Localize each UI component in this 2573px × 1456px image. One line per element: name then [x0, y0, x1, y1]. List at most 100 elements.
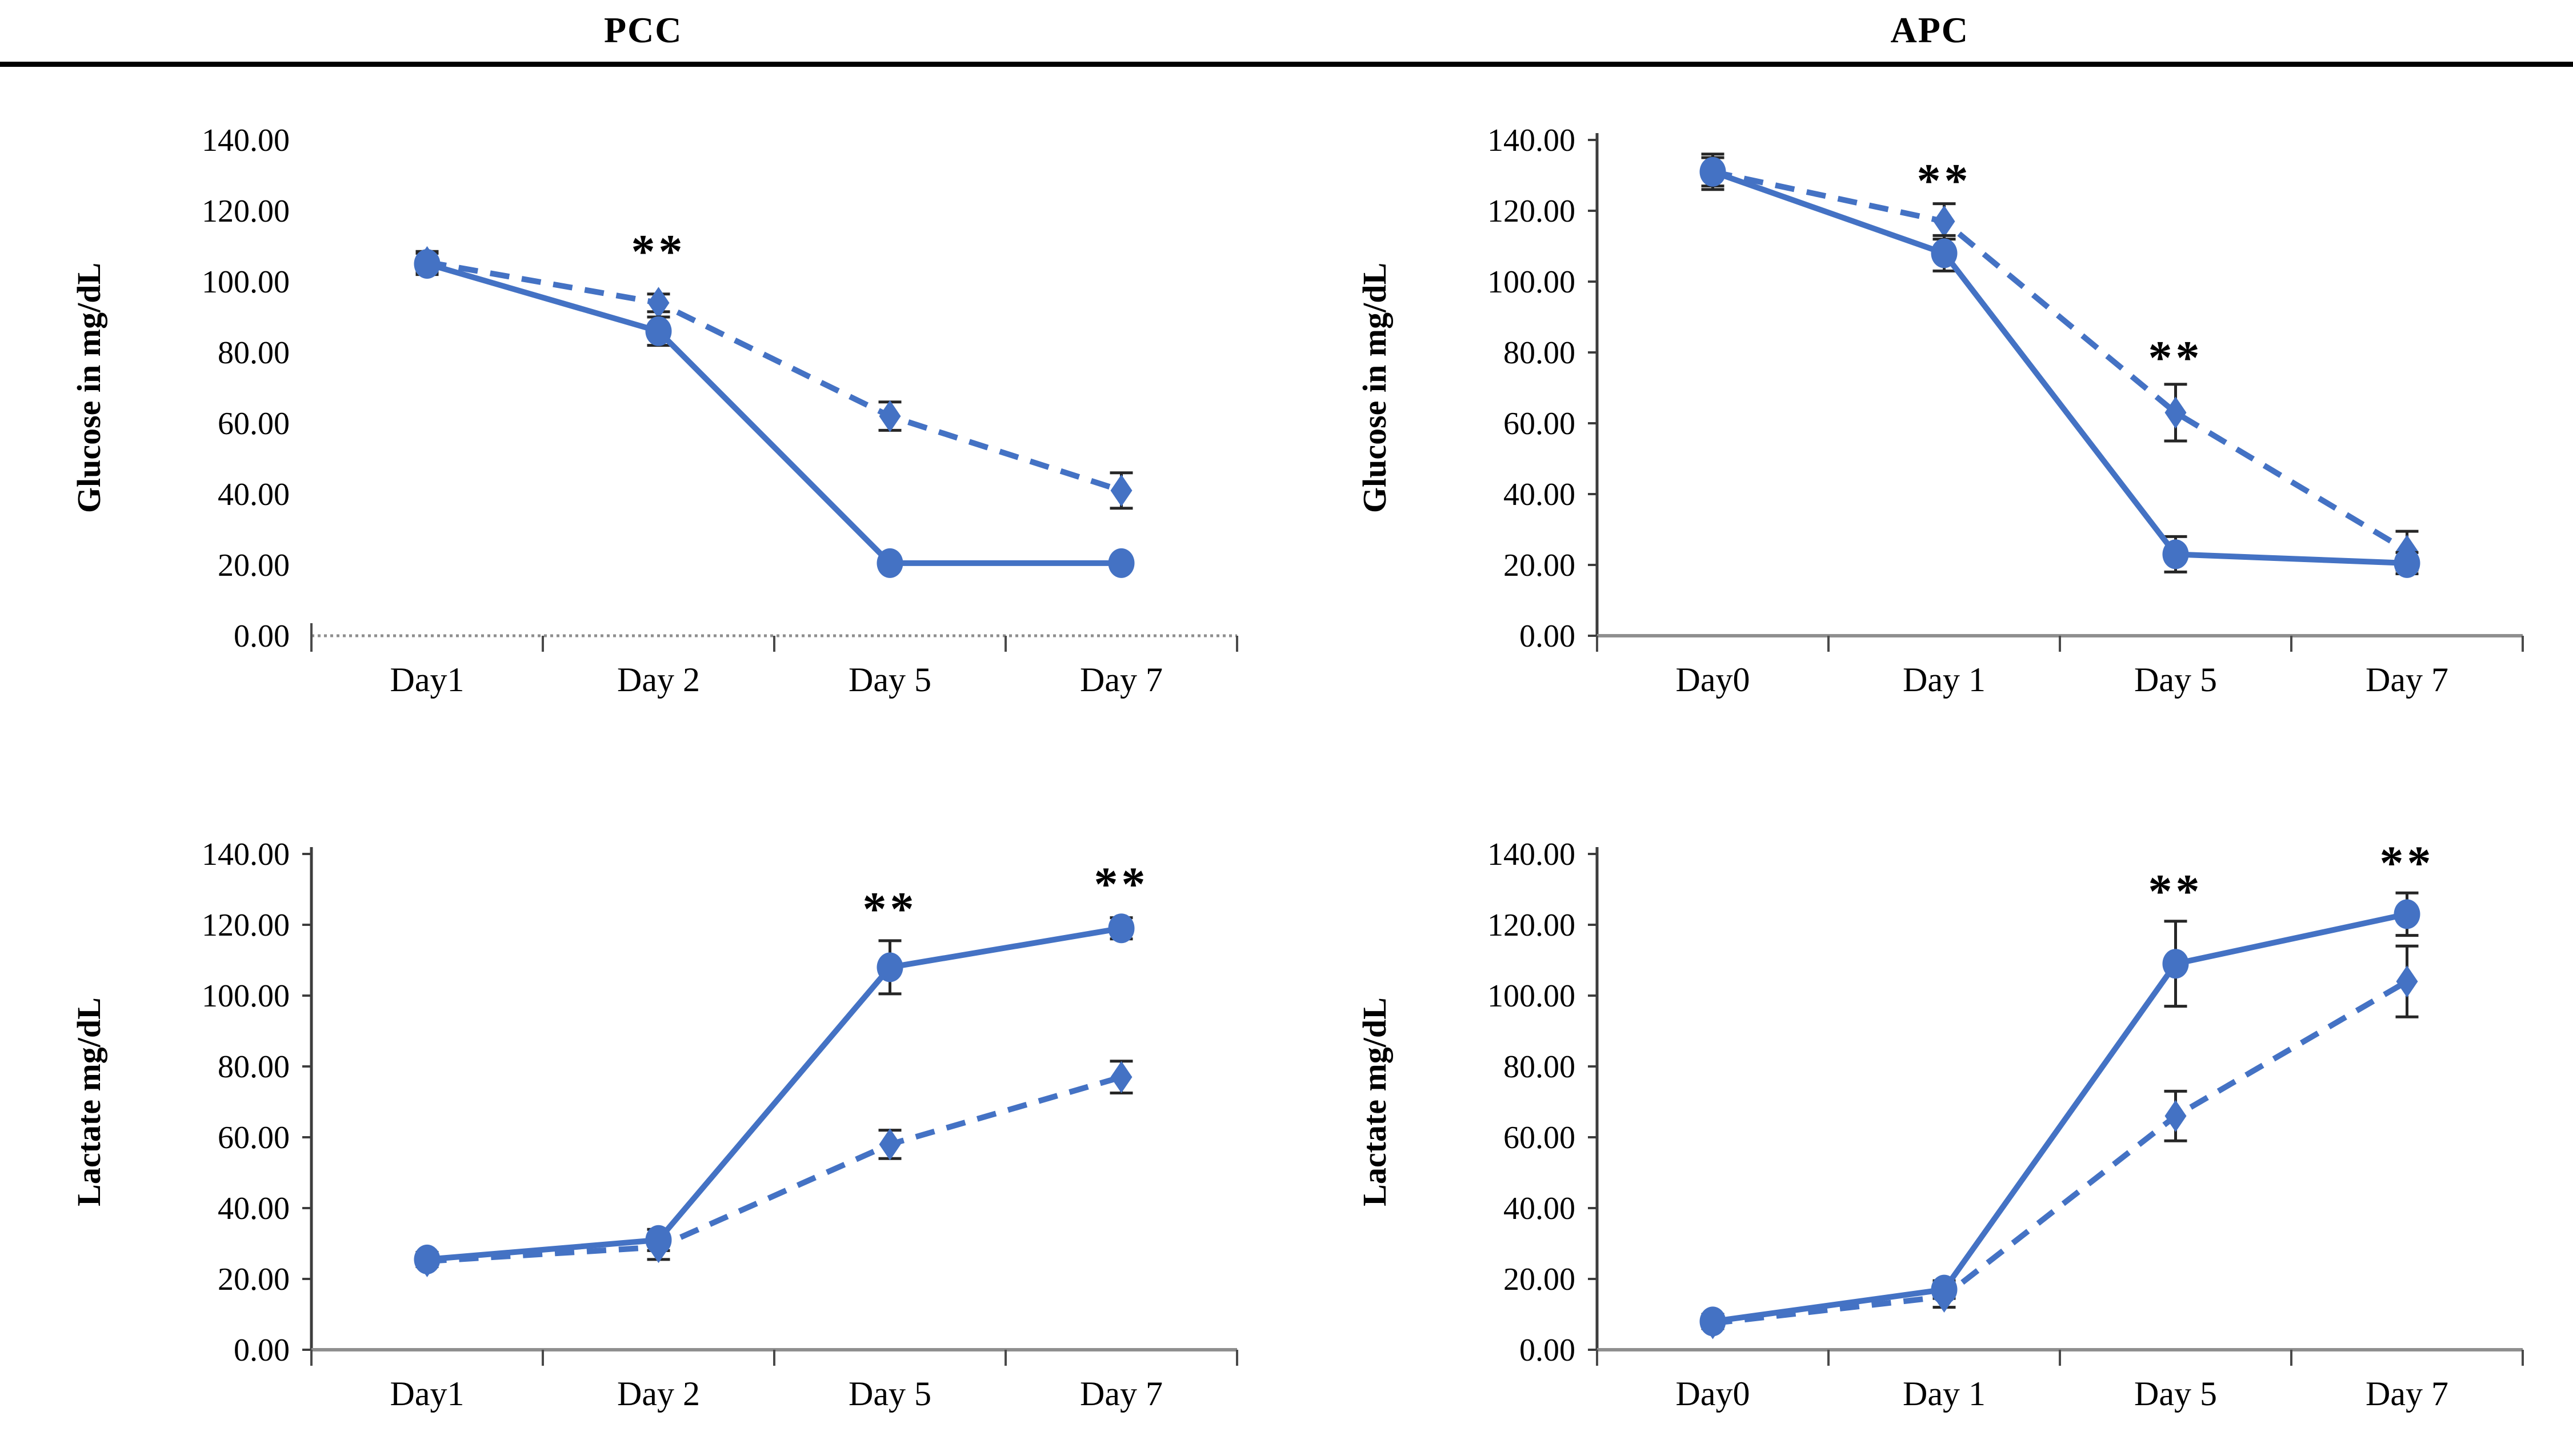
y-tick-label: 40.00: [1503, 1191, 1575, 1226]
x-tick-label: Day0: [1676, 1375, 1750, 1413]
marker-circle: [2394, 899, 2420, 929]
marker-circle: [2394, 548, 2420, 578]
x-tick-label: Day1: [390, 1375, 465, 1413]
series-dashed-diamond: [415, 1060, 1133, 1277]
series-line-solid: [1712, 911, 2408, 1325]
y-tick-label: 20.00: [218, 1262, 290, 1297]
marker-circle: [645, 1225, 672, 1255]
marker-diamond: [1933, 205, 1955, 238]
x-tick-label: Day 1: [1903, 1375, 1986, 1413]
chart-canvas: 0.00 20.00 40.00 60.00 80.00 100.00 120.00 140.…: [1356, 123, 2524, 699]
series-dashed-diamond: [1701, 944, 2419, 1339]
x-tick-label: Day 5: [2134, 1375, 2217, 1413]
y-tick-label: 140.00: [202, 837, 290, 872]
marker-circle: [2162, 539, 2189, 569]
y-tick-label: 40.00: [1503, 477, 1575, 512]
marker-circle: [414, 1244, 441, 1274]
y-axis: 0.00 20.00 40.00 60.00 80.00 100.00 120.00 140.…: [1487, 837, 1599, 1368]
y-tick-label: 120.00: [202, 194, 290, 229]
series-line-solid: [427, 925, 1122, 1262]
y-tick-label: 80.00: [1503, 1049, 1575, 1085]
significance-stars: **: [631, 225, 686, 278]
y-tick-label: 120.00: [1487, 908, 1575, 943]
chart-canvas: 0.00 20.00 40.00 60.00 80.00 100.00 120.00 140.…: [70, 837, 1238, 1413]
y-axis-title: Lactate mg/dL: [70, 997, 107, 1206]
y-tick-label: 140.00: [1487, 837, 1575, 872]
y-tick-label: 100.00: [1487, 978, 1575, 1014]
y-tick-label: 60.00: [1503, 1120, 1575, 1156]
marker-circle: [645, 316, 672, 346]
panel-header: PCC APC: [0, 0, 2573, 62]
x-tick-label: Day 5: [849, 1375, 931, 1413]
x-tick-label: Day 2: [617, 661, 700, 699]
chart-apc-lactate: 0.00 20.00 40.00 60.00 80.00 100.00 120.00 140.…: [1340, 805, 2573, 1456]
x-tick-label: Day 7: [1080, 1375, 1163, 1413]
x-axis: Day1 Day 2 Day 5 Day 7: [310, 1348, 1238, 1413]
series-line-dashed: [1712, 978, 2409, 1326]
significance-stars: **: [863, 883, 918, 936]
significance-stars: **: [1917, 154, 1972, 207]
y-tick-label: 20.00: [218, 548, 290, 583]
marker-circle: [1931, 1274, 1958, 1305]
marker-diamond: [1110, 474, 1133, 507]
marker-diamond: [2164, 396, 2187, 429]
y-tick-label: 140.00: [202, 123, 290, 158]
y-axis-title: Glucose in mg/dL: [1356, 263, 1393, 513]
y-tick-label: 20.00: [1503, 1262, 1575, 1297]
y-tick-label: 60.00: [218, 406, 290, 442]
x-tick-label: Day 7: [2366, 1375, 2448, 1413]
header-divider: [0, 62, 2573, 67]
y-axis-title: Glucose in mg/dL: [70, 263, 107, 513]
y-tick-label: 80.00: [218, 1049, 290, 1085]
y-tick-label: 20.00: [1503, 548, 1575, 583]
y-tick-label: 0.00: [234, 1333, 290, 1368]
marker-circle: [1699, 157, 1726, 187]
chart-canvas: 0.00 20.00 40.00 60.00 80.00 100.00 120.00 140.…: [1356, 836, 2524, 1413]
chart-apc-glucose: 0.00 20.00 40.00 60.00 80.00 100.00 120.00 140.…: [1340, 91, 2573, 742]
series-line-dashed: [427, 1074, 1122, 1264]
y-axis: 0.00 20.00 40.00 60.00 80.00 100.00 120.00 140.…: [202, 123, 290, 654]
marker-diamond: [879, 1128, 901, 1161]
x-axis: Day0 Day 1 Day 5 Day 7: [1596, 1348, 2524, 1413]
series-line-solid: [1711, 169, 2407, 566]
chart-pcc-glucose: 0.00 20.00 40.00 60.00 80.00 100.00 120.00 140.…: [54, 91, 1288, 742]
marker-circle: [1699, 1306, 1726, 1337]
series-solid-circle: [414, 913, 1135, 1274]
marker-circle: [1108, 913, 1135, 944]
marker-circle: [877, 952, 903, 982]
y-tick-label: 100.00: [202, 264, 290, 300]
significance-stars: **: [2148, 331, 2203, 384]
x-axis: Day0 Day 1 Day 5 Day 7: [1596, 634, 2524, 699]
y-axis: 0.00 20.00 40.00 60.00 80.00 100.00 120.00 140.…: [1487, 123, 1599, 654]
y-tick-label: 100.00: [1487, 264, 1575, 300]
marker-diamond: [2396, 965, 2418, 998]
series-line-dashed: [426, 259, 1123, 494]
y-tick-label: 120.00: [202, 908, 290, 943]
series-solid-circle: [414, 249, 1135, 578]
series-solid-circle: [1699, 891, 2420, 1337]
x-axis: Day1 Day 2 Day 5 Day 7: [310, 623, 1238, 699]
significance-stars: **: [2148, 865, 2203, 918]
x-tick-label: Day 7: [2366, 661, 2448, 699]
marker-diamond: [647, 287, 670, 319]
y-tick-label: 60.00: [1503, 406, 1575, 442]
x-tick-label: Day 5: [849, 661, 931, 699]
y-axis-title: Lactate mg/dL: [1356, 997, 1393, 1206]
series-dashed-diamond: [415, 246, 1133, 510]
chart-pcc-lactate: 0.00 20.00 40.00 60.00 80.00 100.00 120.00 140.…: [54, 805, 1288, 1456]
x-tick-label: Day 2: [617, 1375, 700, 1413]
y-tick-label: 100.00: [202, 978, 290, 1014]
y-axis: 0.00 20.00 40.00 60.00 80.00 100.00 120.00 140.…: [202, 837, 313, 1368]
significance-stars: **: [1094, 858, 1149, 911]
y-tick-label: 80.00: [1503, 335, 1575, 371]
marker-diamond: [1110, 1061, 1133, 1093]
y-tick-label: 0.00: [1519, 619, 1575, 654]
x-tick-label: Day0: [1676, 661, 1750, 699]
chart-canvas: 0.00 20.00 40.00 60.00 80.00 100.00 120.00 140.…: [70, 123, 1238, 699]
series-solid-circle: [1699, 153, 2420, 578]
y-tick-label: 0.00: [1519, 1333, 1575, 1368]
x-tick-label: Day 1: [1903, 661, 1986, 699]
significance-stars: **: [2380, 836, 2435, 889]
marker-circle: [877, 548, 903, 578]
